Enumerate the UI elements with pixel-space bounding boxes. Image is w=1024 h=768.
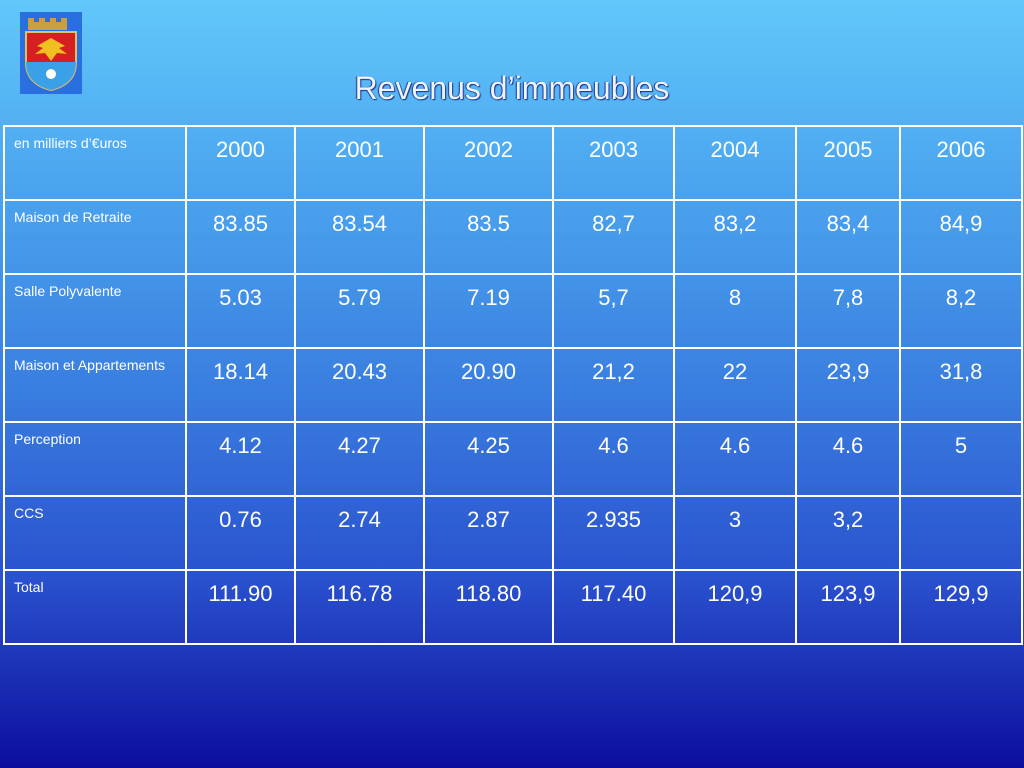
coat-of-arms (20, 12, 82, 94)
value-cell: 83,4 (795, 199, 901, 275)
value-cell: 0.76 (185, 495, 296, 571)
value-cell: 111.90 (185, 569, 296, 645)
value-cell: 83.54 (294, 199, 425, 275)
data-row: Maison de Retraite 83.85 83.54 83.5 82,7 83,2… (3, 199, 1023, 275)
value-cell: 2.74 (294, 495, 425, 571)
data-row: CCS 0.76 2.74 2.87 2.935 3 3,2 (3, 495, 1023, 571)
slide-title: Revenus d’immeubles (354, 70, 670, 106)
value-cell: 120,9 (673, 569, 797, 645)
value-cell: 116.78 (294, 569, 425, 645)
value-cell: 5,7 (552, 273, 675, 349)
data-row: Salle Polyvalente 5.03 5.79 7.19 5,7 8 7,8 8,2 (3, 273, 1023, 349)
value-cell: 4.25 (423, 421, 554, 497)
value-cell: 7.19 (423, 273, 554, 349)
data-row: Total 111.90 116.78 118.80 117.40 120,9 123,9 1… (3, 569, 1023, 645)
value-cell: 5.03 (185, 273, 296, 349)
value-cell: 21,2 (552, 347, 675, 423)
row-label: Maison et Appartements (3, 347, 187, 423)
value-cell: 31,8 (899, 347, 1023, 423)
value-cell: 4.6 (673, 421, 797, 497)
year-header: 2005 (795, 125, 901, 201)
value-cell: 2.87 (423, 495, 554, 571)
value-cell: 118.80 (423, 569, 554, 645)
value-cell: 129,9 (899, 569, 1023, 645)
value-cell: 22 (673, 347, 797, 423)
value-cell: 83.5 (423, 199, 554, 275)
value-cell: 84,9 (899, 199, 1023, 275)
row-label: CCS (3, 495, 187, 571)
data-row: Perception 4.12 4.27 4.25 4.6 4.6 4.6 5 (3, 421, 1023, 497)
row-label: Total (3, 569, 187, 645)
data-row: Maison et Appartements 18.14 20.43 20.90 21,… (3, 347, 1023, 423)
value-cell: 4.27 (294, 421, 425, 497)
revenue-table: en milliers d’€uros 2000 2001 2002 2003 2004 2… (3, 125, 1023, 645)
value-cell: 2.935 (552, 495, 675, 571)
value-cell: 4.12 (185, 421, 296, 497)
value-cell: 3,2 (795, 495, 901, 571)
value-cell: 18.14 (185, 347, 296, 423)
value-cell: 5 (899, 421, 1023, 497)
row-label: en milliers d’€uros (3, 125, 187, 201)
value-cell: 20.90 (423, 347, 554, 423)
value-cell: 20.43 (294, 347, 425, 423)
value-cell: 82,7 (552, 199, 675, 275)
value-cell: 4.6 (795, 421, 901, 497)
value-cell: 5.79 (294, 273, 425, 349)
year-header: 2004 (673, 125, 797, 201)
year-header: 2003 (552, 125, 675, 201)
value-cell: 4.6 (552, 421, 675, 497)
value-cell (899, 495, 1023, 571)
value-cell: 23,9 (795, 347, 901, 423)
value-cell: 7,8 (795, 273, 901, 349)
value-cell: 8,2 (899, 273, 1023, 349)
year-header: 2001 (294, 125, 425, 201)
year-header: 2006 (899, 125, 1023, 201)
value-cell: 3 (673, 495, 797, 571)
year-header: 2000 (185, 125, 296, 201)
value-cell: 83,2 (673, 199, 797, 275)
value-cell: 8 (673, 273, 797, 349)
header-row: en milliers d’€uros 2000 2001 2002 2003 2004 2… (3, 125, 1023, 201)
value-cell: 83.85 (185, 199, 296, 275)
row-label: Maison de Retraite (3, 199, 187, 275)
row-label: Perception (3, 421, 187, 497)
value-cell: 123,9 (795, 569, 901, 645)
row-label: Salle Polyvalente (3, 273, 187, 349)
year-header: 2002 (423, 125, 554, 201)
value-cell: 117.40 (552, 569, 675, 645)
